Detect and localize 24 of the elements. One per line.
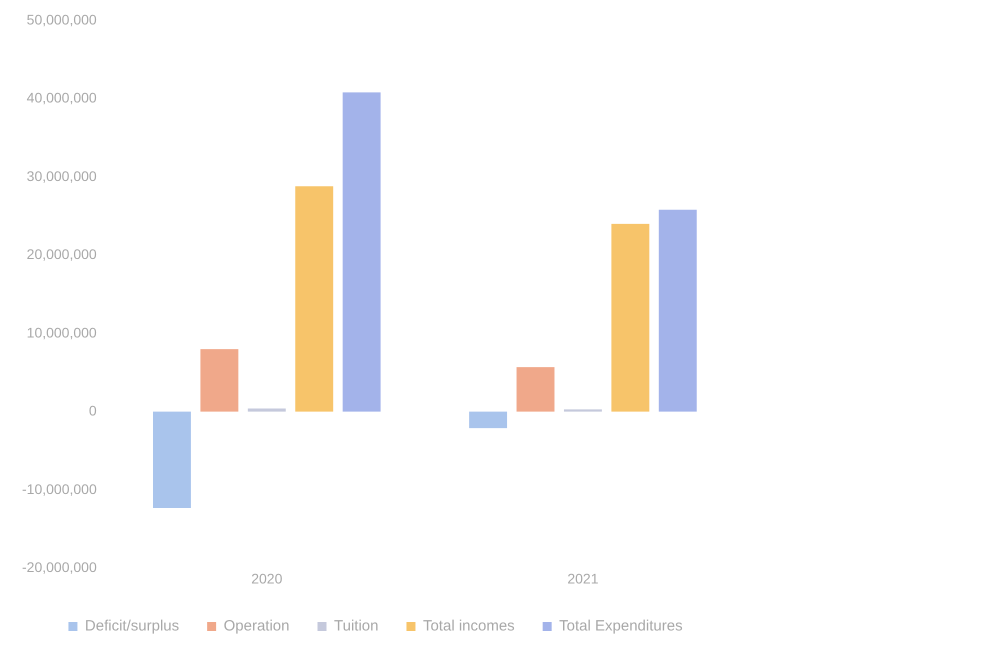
bar — [342, 92, 381, 412]
legend-label: Operation — [224, 618, 290, 635]
bar — [200, 349, 238, 412]
bar — [152, 412, 191, 508]
x-tick-label: 2021 — [567, 570, 599, 586]
y-tick-label: 40,000,000 — [26, 90, 97, 106]
y-tick-label: 10,000,000 — [26, 324, 97, 340]
bar — [658, 210, 697, 412]
bar — [248, 408, 286, 412]
y-tick-label: 0 — [88, 402, 97, 419]
legend-label: Total incomes — [422, 618, 515, 635]
y-tick-label: -10,000,000 — [22, 480, 97, 497]
y-tick-label: 30,000,000 — [26, 168, 97, 184]
bar — [611, 224, 650, 412]
bar — [469, 412, 508, 428]
legend-label: Deficit/surplus — [84, 618, 180, 635]
y-tick-label: 50,000,000 — [26, 11, 97, 28]
legend-label: Tuition — [334, 618, 378, 635]
y-tick-label: -20,000,000 — [22, 559, 97, 576]
x-tick-label: 2020 — [251, 570, 283, 586]
legend-label: Total Expenditures — [559, 618, 683, 635]
bar — [516, 367, 554, 412]
y-tick-label: 20,000,000 — [26, 246, 97, 262]
bar — [295, 186, 334, 412]
